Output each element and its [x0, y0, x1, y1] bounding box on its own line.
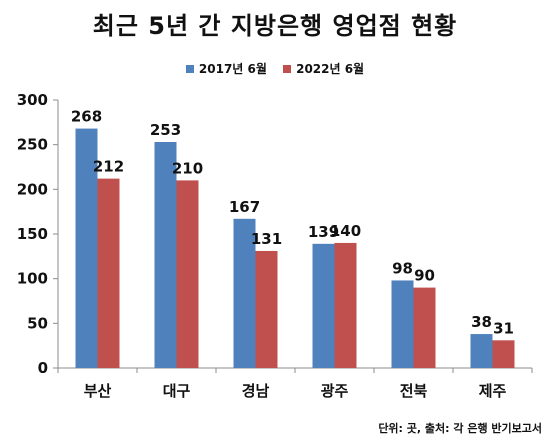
legend-item-series-2: 2022년 6월 [283, 60, 364, 77]
data-label-series-1: 167 [229, 198, 260, 216]
y-tick-label: 200 [17, 180, 48, 198]
bar-series-1 [233, 218, 256, 368]
data-label-series-1: 38 [471, 313, 492, 331]
data-label-series-1: 139 [308, 223, 339, 241]
legend-swatch-series-1 [185, 64, 194, 73]
legend-swatch-series-2 [283, 64, 292, 73]
data-label-series-2: 212 [93, 158, 124, 176]
bar-series-2 [97, 178, 120, 368]
y-tick-label: 0 [38, 359, 48, 377]
bar-series-2 [176, 180, 199, 368]
x-category-label: 제주 [479, 382, 507, 400]
x-category-label: 부산 [84, 382, 112, 400]
x-category-label: 대구 [163, 382, 191, 400]
y-tick-label: 100 [17, 270, 48, 288]
bar-series-2 [255, 250, 278, 368]
bar-series-2 [492, 340, 515, 368]
y-tick-label: 250 [17, 136, 48, 154]
bar-series-1 [75, 128, 98, 368]
bar-series-1 [470, 334, 493, 368]
data-label-series-1: 98 [392, 259, 413, 277]
bar-series-2 [413, 287, 436, 368]
bar-series-2 [334, 242, 357, 368]
x-category-label: 경남 [242, 382, 270, 400]
bar-series-1 [312, 243, 335, 368]
data-label-series-2: 140 [330, 222, 361, 240]
data-label-series-2: 131 [251, 230, 282, 248]
bar-series-1 [154, 141, 177, 368]
legend: 2017년 6월 2022년 6월 [0, 60, 550, 77]
legend-label-series-1: 2017년 6월 [198, 62, 267, 76]
data-label-series-2: 90 [414, 267, 435, 285]
y-tick-label: 300 [17, 91, 48, 109]
bar-series-1 [391, 280, 414, 368]
data-label-series-2: 210 [172, 159, 203, 177]
chart-title: 최근 5년 간 지방은행 영업점 현황 [92, 12, 458, 40]
x-category-label: 전북 [400, 382, 428, 400]
data-label-series-1: 268 [71, 108, 102, 126]
chart-footnote: 단위: 곳, 출처: 각 은행 반기보고서 [378, 422, 542, 435]
y-tick-label: 50 [27, 314, 48, 332]
data-label-series-1: 253 [150, 121, 181, 139]
data-label-series-2: 31 [493, 319, 514, 337]
y-tick-label: 150 [17, 225, 48, 243]
legend-item-series-1: 2017년 6월 [185, 60, 267, 77]
x-category-label: 광주 [321, 382, 349, 400]
legend-label-series-2: 2022년 6월 [296, 62, 365, 76]
